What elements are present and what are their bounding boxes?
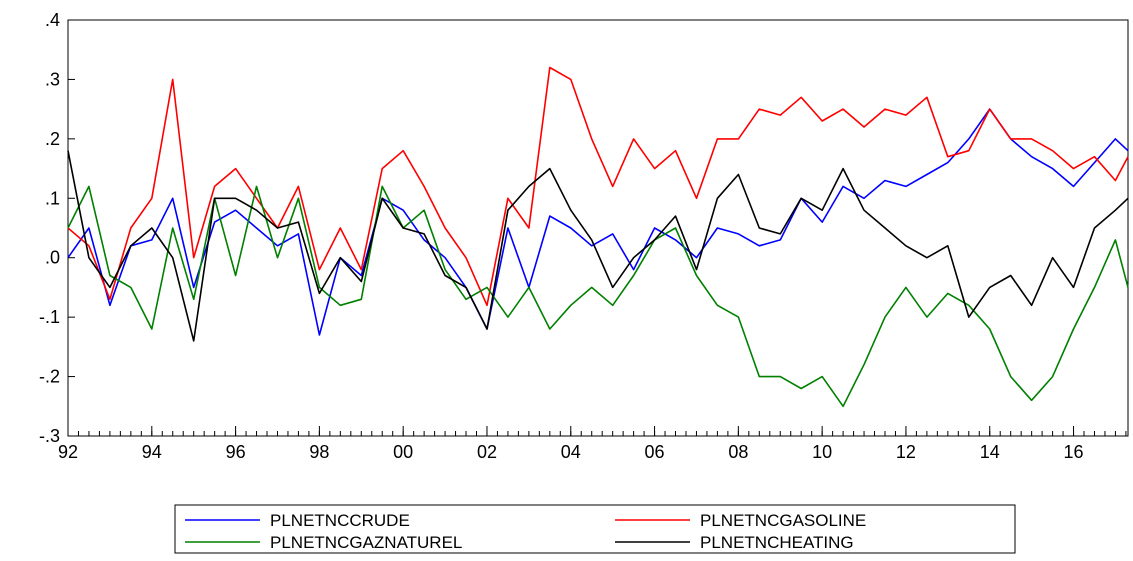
x-tick-label: 08 [728,442,748,462]
legend-label-plnetncgaznaturel: PLNETNCGAZNATUREL [270,533,462,552]
y-tick-label: -.1 [39,307,60,327]
legend-label-plnetncheating: PLNETNCHEATING [700,533,854,552]
y-tick-label: -.3 [39,426,60,446]
series-line-plnetncgasoline [67,66,1129,307]
y-axis: -.3 -.2 -.1 .0 .1 .2 .3 .4 [39,10,75,446]
series-line-plnetnccrude [67,108,1129,336]
x-tick-label: 06 [645,442,665,462]
x-tick-label: 10 [812,442,832,462]
plot-frame [67,19,1129,437]
x-tick-label: 02 [477,442,497,462]
y-tick-label: .2 [45,129,60,149]
x-tick-label: 16 [1064,442,1084,462]
x-axis: 92 94 96 98 00 02 04 06 08 10 12 14 16 [58,426,1127,462]
x-tick-label: 04 [561,442,581,462]
x-tick-label: 98 [309,442,329,462]
series-line-plnetncheating [67,150,1129,342]
legend-box [174,504,1016,554]
y-tick-label: .4 [45,10,60,30]
x-tick-label: 00 [393,442,413,462]
legend: PLNETNCCRUDE PLNETNCGASOLINE PLNETNCGAZNAT… [174,504,1016,554]
x-tick-label: 92 [58,442,78,462]
y-tick-label: .1 [45,188,60,208]
x-tick-label: 14 [980,442,1000,462]
legend-label-plnetncgasoline: PLNETNCGASOLINE [700,511,866,530]
legend-label-plnetnccrude: PLNETNCCRUDE [270,511,410,530]
x-tick-label: 96 [226,442,246,462]
y-tick-label: .0 [45,248,60,268]
x-tick-label: 94 [142,442,162,462]
x-tick-label: 12 [896,442,916,462]
y-tick-label: .3 [45,69,60,89]
y-tick-label: -.2 [39,367,60,387]
series-line-plnetncgaznaturel [67,185,1129,408]
series-layer [67,66,1129,408]
